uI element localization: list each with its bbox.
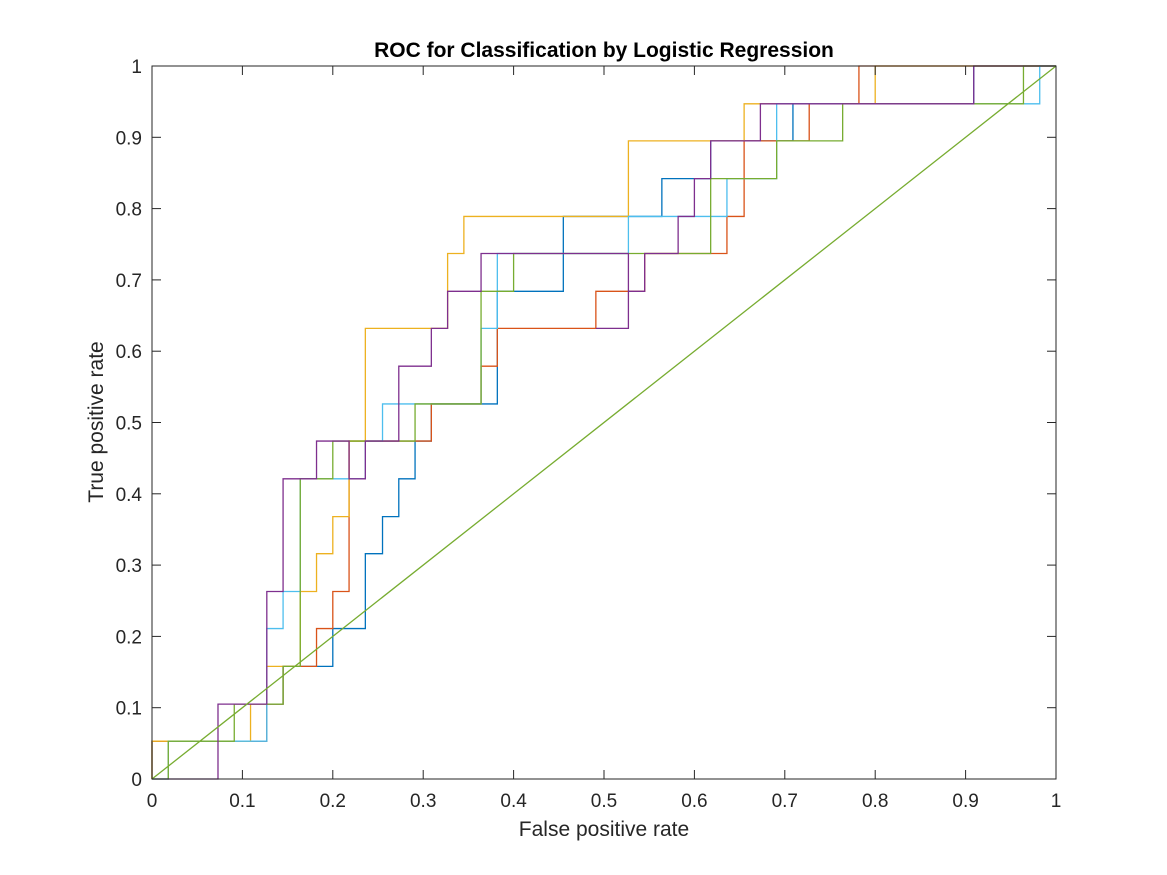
x-tick-label: 1 bbox=[1051, 791, 1062, 812]
x-tick-label: 0 bbox=[147, 791, 158, 812]
y-tick-label: 0.9 bbox=[116, 128, 142, 149]
chart-title: ROC for Classification by Logistic Regre… bbox=[374, 39, 834, 62]
y-tick-label: 0.5 bbox=[116, 414, 142, 435]
y-tick-label: 0.8 bbox=[116, 200, 142, 221]
y-tick-label: 0.1 bbox=[116, 699, 142, 720]
y-tick-label: 0 bbox=[131, 770, 142, 791]
x-tick-label: 0.3 bbox=[410, 791, 436, 812]
y-tick-label: 0.6 bbox=[116, 342, 142, 363]
x-tick-label: 0.6 bbox=[681, 791, 707, 812]
y-axis-title: True positive rate bbox=[85, 341, 108, 502]
y-tick-label: 0.4 bbox=[116, 485, 143, 506]
chance-diagonal-line bbox=[151, 65, 1057, 780]
y-tick-label: 1 bbox=[131, 57, 142, 78]
series-layer bbox=[151, 65, 1057, 780]
x-tick-label: 0.8 bbox=[862, 791, 888, 812]
x-tick-label: 0.9 bbox=[952, 791, 978, 812]
roc-curve-6 bbox=[152, 65, 1056, 780]
x-tick-label: 0.5 bbox=[591, 791, 617, 812]
x-tick-label: 0.7 bbox=[772, 791, 798, 812]
y-tick-label: 0.2 bbox=[116, 627, 142, 648]
plot-area-frame bbox=[151, 65, 1057, 780]
x-tick-label: 0.2 bbox=[320, 791, 346, 812]
x-tick-label: 0.4 bbox=[500, 791, 527, 812]
x-tick-label: 0.1 bbox=[229, 791, 255, 812]
y-tick-label: 0.3 bbox=[116, 556, 142, 577]
x-axis-title: False positive rate bbox=[519, 818, 689, 841]
ticks-layer: 0 0.1 0.2 0.3 0.4 0.5 0.6 0.7 0.8 0.9 1 0 0.1 0.2 0.3 0… bbox=[116, 57, 1062, 812]
y-tick-label: 0.7 bbox=[116, 271, 142, 292]
